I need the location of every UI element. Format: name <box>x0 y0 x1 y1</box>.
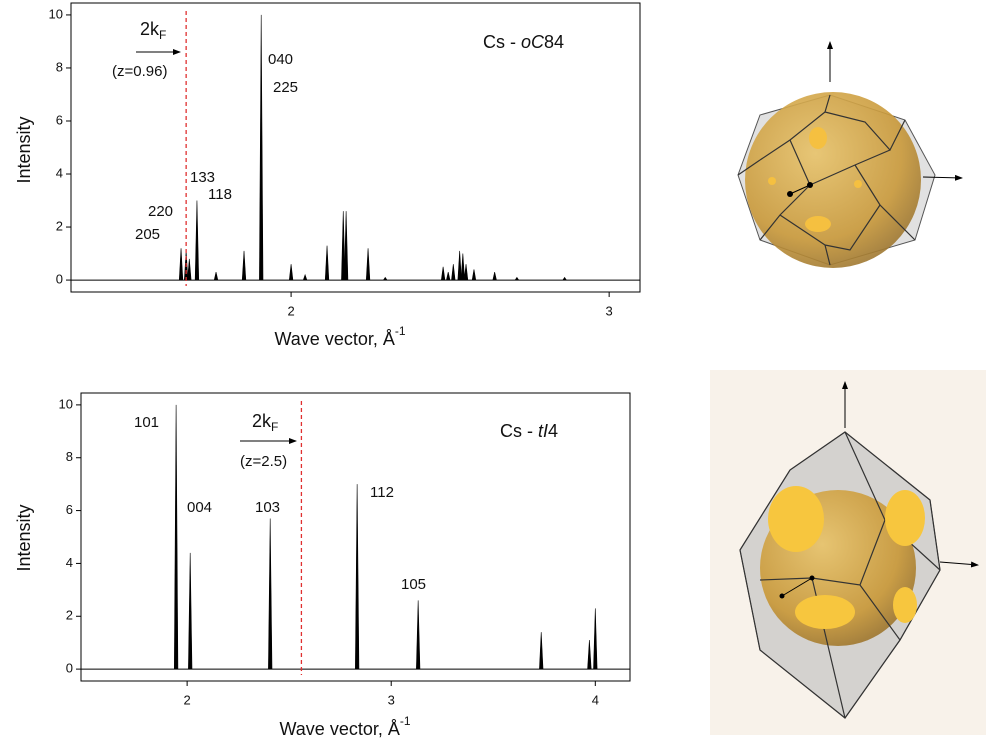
peak <box>451 264 456 281</box>
y-tick-label: 10 <box>49 6 63 21</box>
peak <box>593 608 598 670</box>
peak <box>463 264 469 281</box>
peak <box>492 272 497 281</box>
y-tick-label: 0 <box>56 272 63 287</box>
plot-frame <box>70 2 641 293</box>
peak <box>460 253 465 281</box>
chart-title: Cs - oC84 <box>483 32 564 52</box>
peak <box>259 14 264 281</box>
x-tick-label: 2 <box>184 692 191 707</box>
peak-label: 205 <box>135 226 160 243</box>
peak <box>341 211 346 281</box>
peak <box>288 264 294 281</box>
peak <box>440 266 446 281</box>
x-tick-label: 2 <box>287 303 294 318</box>
fermi-marker-note: (z=2.5) <box>240 453 287 470</box>
fermi-marker-label-text: 2k <box>252 411 272 431</box>
y-axis-label: Intensity <box>14 116 34 183</box>
plot-frame <box>80 392 631 682</box>
peak <box>382 276 388 281</box>
fermi-sphere-ti4 <box>710 370 986 735</box>
y-tick-label: 8 <box>56 59 63 74</box>
x-tick-label: 3 <box>388 692 395 707</box>
peak <box>213 272 219 281</box>
peak <box>324 245 330 281</box>
y-tick-label: 8 <box>66 449 73 464</box>
x-axis-label-text: Wave vector, Å <box>274 329 394 349</box>
y-tick-label: 4 <box>56 165 63 180</box>
chart-title-part: tI <box>538 421 548 441</box>
y-tick-label: 6 <box>56 112 63 127</box>
peak <box>188 552 193 670</box>
peak-label: 040 <box>268 51 293 68</box>
chart-title-part: Cs - <box>483 32 521 52</box>
peak <box>457 250 462 281</box>
fermi-sphere-oc84 <box>737 41 963 268</box>
peak <box>514 276 520 281</box>
peak <box>268 518 273 670</box>
x-axis-label-text: Wave vector, Å <box>279 719 399 739</box>
peak <box>178 248 184 281</box>
peak <box>344 211 349 281</box>
peak-label: 103 <box>255 499 280 516</box>
y-tick-label: 4 <box>66 555 73 570</box>
peak-label: 133 <box>190 169 215 186</box>
peak <box>194 200 200 281</box>
y-axis-label: Intensity <box>14 504 34 571</box>
peak <box>302 273 308 281</box>
peak <box>174 404 179 670</box>
peak <box>416 600 421 670</box>
chart-title-part: 4 <box>548 421 558 441</box>
fermi-marker-label: 2kF <box>252 411 278 434</box>
chart-title-part: Cs - <box>500 421 538 441</box>
peak-label: 101 <box>134 414 159 431</box>
fermi-marker-label-sub: F <box>271 420 278 434</box>
peak <box>446 272 451 281</box>
x-axis-label-sup: -1 <box>400 714 411 728</box>
peak <box>187 258 192 281</box>
peak <box>355 484 360 670</box>
x-axis-label: Wave vector, Å-1 <box>274 324 405 349</box>
peak-label: 112 <box>370 484 394 501</box>
peak-label: 105 <box>401 576 426 593</box>
chart-title-part: 84 <box>544 32 564 52</box>
x-tick-label: 4 <box>592 692 599 707</box>
y-tick-label: 2 <box>56 218 63 233</box>
y-tick-label: 10 <box>59 396 73 411</box>
y-tick-label: 0 <box>66 661 73 676</box>
peak-label: 004 <box>187 499 212 516</box>
x-axis-label-sup: -1 <box>395 324 406 338</box>
fermi-marker-label-sub: F <box>159 28 166 42</box>
fermi-marker-label: 2kF <box>140 19 166 42</box>
fermi-marker-label-text: 2k <box>140 19 160 39</box>
peak <box>539 632 544 670</box>
fermi-marker-note: (z=0.96) <box>112 63 167 80</box>
chart-title: Cs - tI4 <box>500 421 558 441</box>
peak-label: 118 <box>208 186 232 203</box>
peak <box>471 269 477 281</box>
peak <box>241 250 247 281</box>
y-tick-label: 6 <box>66 502 73 517</box>
x-tick-label: 3 <box>606 303 613 318</box>
peak <box>562 276 567 281</box>
peak <box>365 248 371 281</box>
y-tick-label: 2 <box>66 608 73 623</box>
peak-label: 225 <box>273 79 298 96</box>
x-axis-label: Wave vector, Å-1 <box>279 714 410 739</box>
peak <box>587 640 592 670</box>
chart-title-part: oC <box>521 32 545 52</box>
peak-label: 220 <box>148 203 173 220</box>
